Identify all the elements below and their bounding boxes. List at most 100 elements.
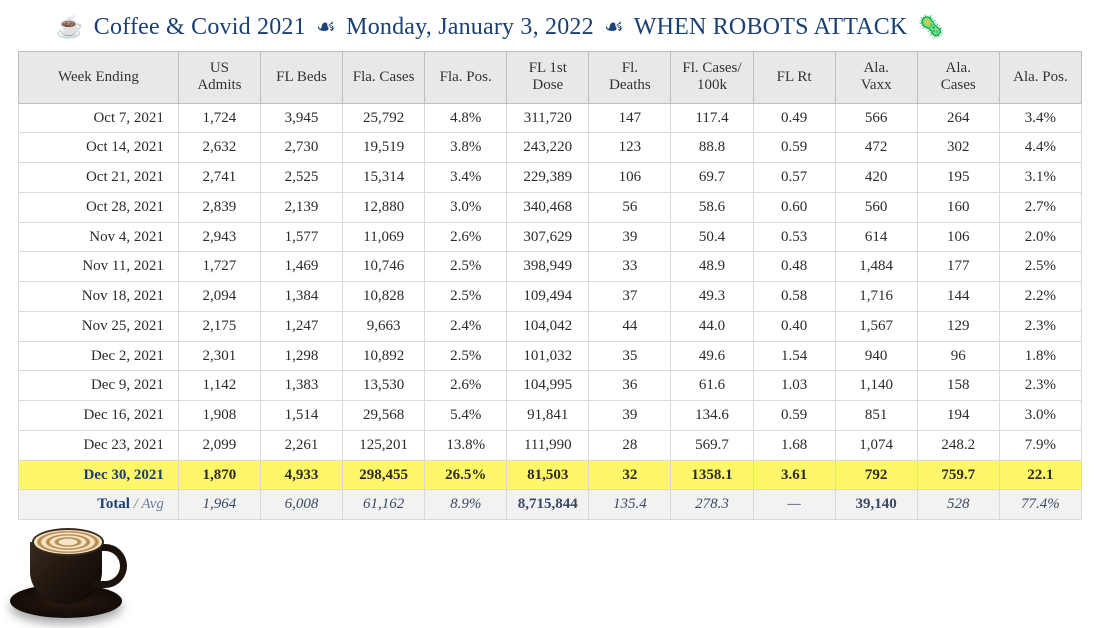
week-ending-cell: Nov 11, 2021 (19, 252, 179, 282)
data-cell: 2,730 (260, 133, 342, 163)
data-cell: 88.8 (671, 133, 753, 163)
column-header: FL 1stDose (507, 52, 589, 104)
data-cell: 12,880 (343, 192, 425, 222)
data-cell: 10,746 (343, 252, 425, 282)
data-cell: 1,247 (260, 311, 342, 341)
data-cell: 2,632 (178, 133, 260, 163)
week-ending-cell: Dec 23, 2021 (19, 430, 179, 460)
data-cell: 264 (917, 103, 999, 133)
data-cell: 81,503 (507, 460, 589, 490)
data-cell: 3.61 (753, 460, 835, 490)
data-cell: 69.7 (671, 163, 753, 193)
data-cell: 15,314 (343, 163, 425, 193)
data-cell: 560 (835, 192, 917, 222)
data-cell: 2.5% (425, 341, 507, 371)
data-cell: 851 (835, 401, 917, 431)
totals-cell: — (753, 490, 835, 520)
data-cell: 123 (589, 133, 671, 163)
data-cell: 3.8% (425, 133, 507, 163)
data-cell: 4.4% (999, 133, 1081, 163)
data-cell: 302 (917, 133, 999, 163)
data-cell: 44.0 (671, 311, 753, 341)
data-cell: 10,892 (343, 341, 425, 371)
data-cell: 25,792 (343, 103, 425, 133)
data-cell: 5.4% (425, 401, 507, 431)
data-cell: 2.5% (999, 252, 1081, 282)
data-cell: 177 (917, 252, 999, 282)
data-cell: 0.60 (753, 192, 835, 222)
data-cell: 104,995 (507, 371, 589, 401)
data-cell: 0.58 (753, 282, 835, 312)
virus-emoji: 🦠 (918, 14, 946, 39)
data-cell: 1,074 (835, 430, 917, 460)
week-ending-cell: Oct 14, 2021 (19, 133, 179, 163)
data-cell: 1.68 (753, 430, 835, 460)
data-cell: 0.48 (753, 252, 835, 282)
column-header: Ala. Pos. (999, 52, 1081, 104)
column-header: Ala.Vaxx (835, 52, 917, 104)
data-cell: 340,468 (507, 192, 589, 222)
data-cell: 144 (917, 282, 999, 312)
data-cell: 2,301 (178, 341, 260, 371)
data-cell: 1,870 (178, 460, 260, 490)
data-cell: 2.0% (999, 222, 1081, 252)
title-date: Monday, January 3, 2022 (346, 14, 594, 40)
data-cell: 2.5% (425, 282, 507, 312)
totals-cell: 8.9% (425, 490, 507, 520)
data-cell: 2,139 (260, 192, 342, 222)
data-cell: 0.40 (753, 311, 835, 341)
data-cell: 3.1% (999, 163, 1081, 193)
column-header: Fl.Deaths (589, 52, 671, 104)
data-cell: 117.4 (671, 103, 753, 133)
data-cell: 37 (589, 282, 671, 312)
data-cell: 160 (917, 192, 999, 222)
week-ending-cell: Dec 16, 2021 (19, 401, 179, 431)
data-cell: 96 (917, 341, 999, 371)
data-cell: 13.8% (425, 430, 507, 460)
data-cell: 1,716 (835, 282, 917, 312)
data-cell: 91,841 (507, 401, 589, 431)
data-cell: 1,140 (835, 371, 917, 401)
data-cell: 134.6 (671, 401, 753, 431)
data-cell: 4,933 (260, 460, 342, 490)
data-cell: 2.5% (425, 252, 507, 282)
data-cell: 39 (589, 401, 671, 431)
data-cell: 2,094 (178, 282, 260, 312)
data-cell: 22.1 (999, 460, 1081, 490)
data-cell: 0.49 (753, 103, 835, 133)
totals-cell: 6,008 (260, 490, 342, 520)
data-cell: 614 (835, 222, 917, 252)
table-row: Oct 14, 20212,6322,73019,5193.8%243,2201… (19, 133, 1082, 163)
data-cell: 61.6 (671, 371, 753, 401)
data-cell: 9,663 (343, 311, 425, 341)
totals-cell: 135.4 (589, 490, 671, 520)
totals-cell: 278.3 (671, 490, 753, 520)
data-cell: 32 (589, 460, 671, 490)
data-cell: 1,142 (178, 371, 260, 401)
totals-cell: 39,140 (835, 490, 917, 520)
page-title: ☕ Coffee & Covid 2021 ☙ Monday, January … (52, 14, 1082, 41)
week-ending-cell: Oct 28, 2021 (19, 192, 179, 222)
column-header: Week Ending (19, 52, 179, 104)
data-cell: 398,949 (507, 252, 589, 282)
table-row: Dec 9, 20211,1421,38313,5302.6%104,99536… (19, 371, 1082, 401)
data-cell: 2,741 (178, 163, 260, 193)
data-cell: 2,099 (178, 430, 260, 460)
data-cell: 472 (835, 133, 917, 163)
data-cell: 2.6% (425, 222, 507, 252)
week-ending-cell: Nov 25, 2021 (19, 311, 179, 341)
column-header: Fla. Cases (343, 52, 425, 104)
data-cell: 0.57 (753, 163, 835, 193)
data-cell: 101,032 (507, 341, 589, 371)
data-cell: 3.0% (999, 401, 1081, 431)
week-ending-cell: Oct 21, 2021 (19, 163, 179, 193)
data-cell: 7.9% (999, 430, 1081, 460)
totals-label: Total / Avg (19, 490, 179, 520)
data-cell: 29,568 (343, 401, 425, 431)
data-cell: 2,525 (260, 163, 342, 193)
data-cell: 311,720 (507, 103, 589, 133)
data-cell: 2,175 (178, 311, 260, 341)
week-ending-cell: Dec 9, 2021 (19, 371, 179, 401)
table-row: Oct 7, 20211,7243,94525,7924.8%311,72014… (19, 103, 1082, 133)
data-cell: 10,828 (343, 282, 425, 312)
